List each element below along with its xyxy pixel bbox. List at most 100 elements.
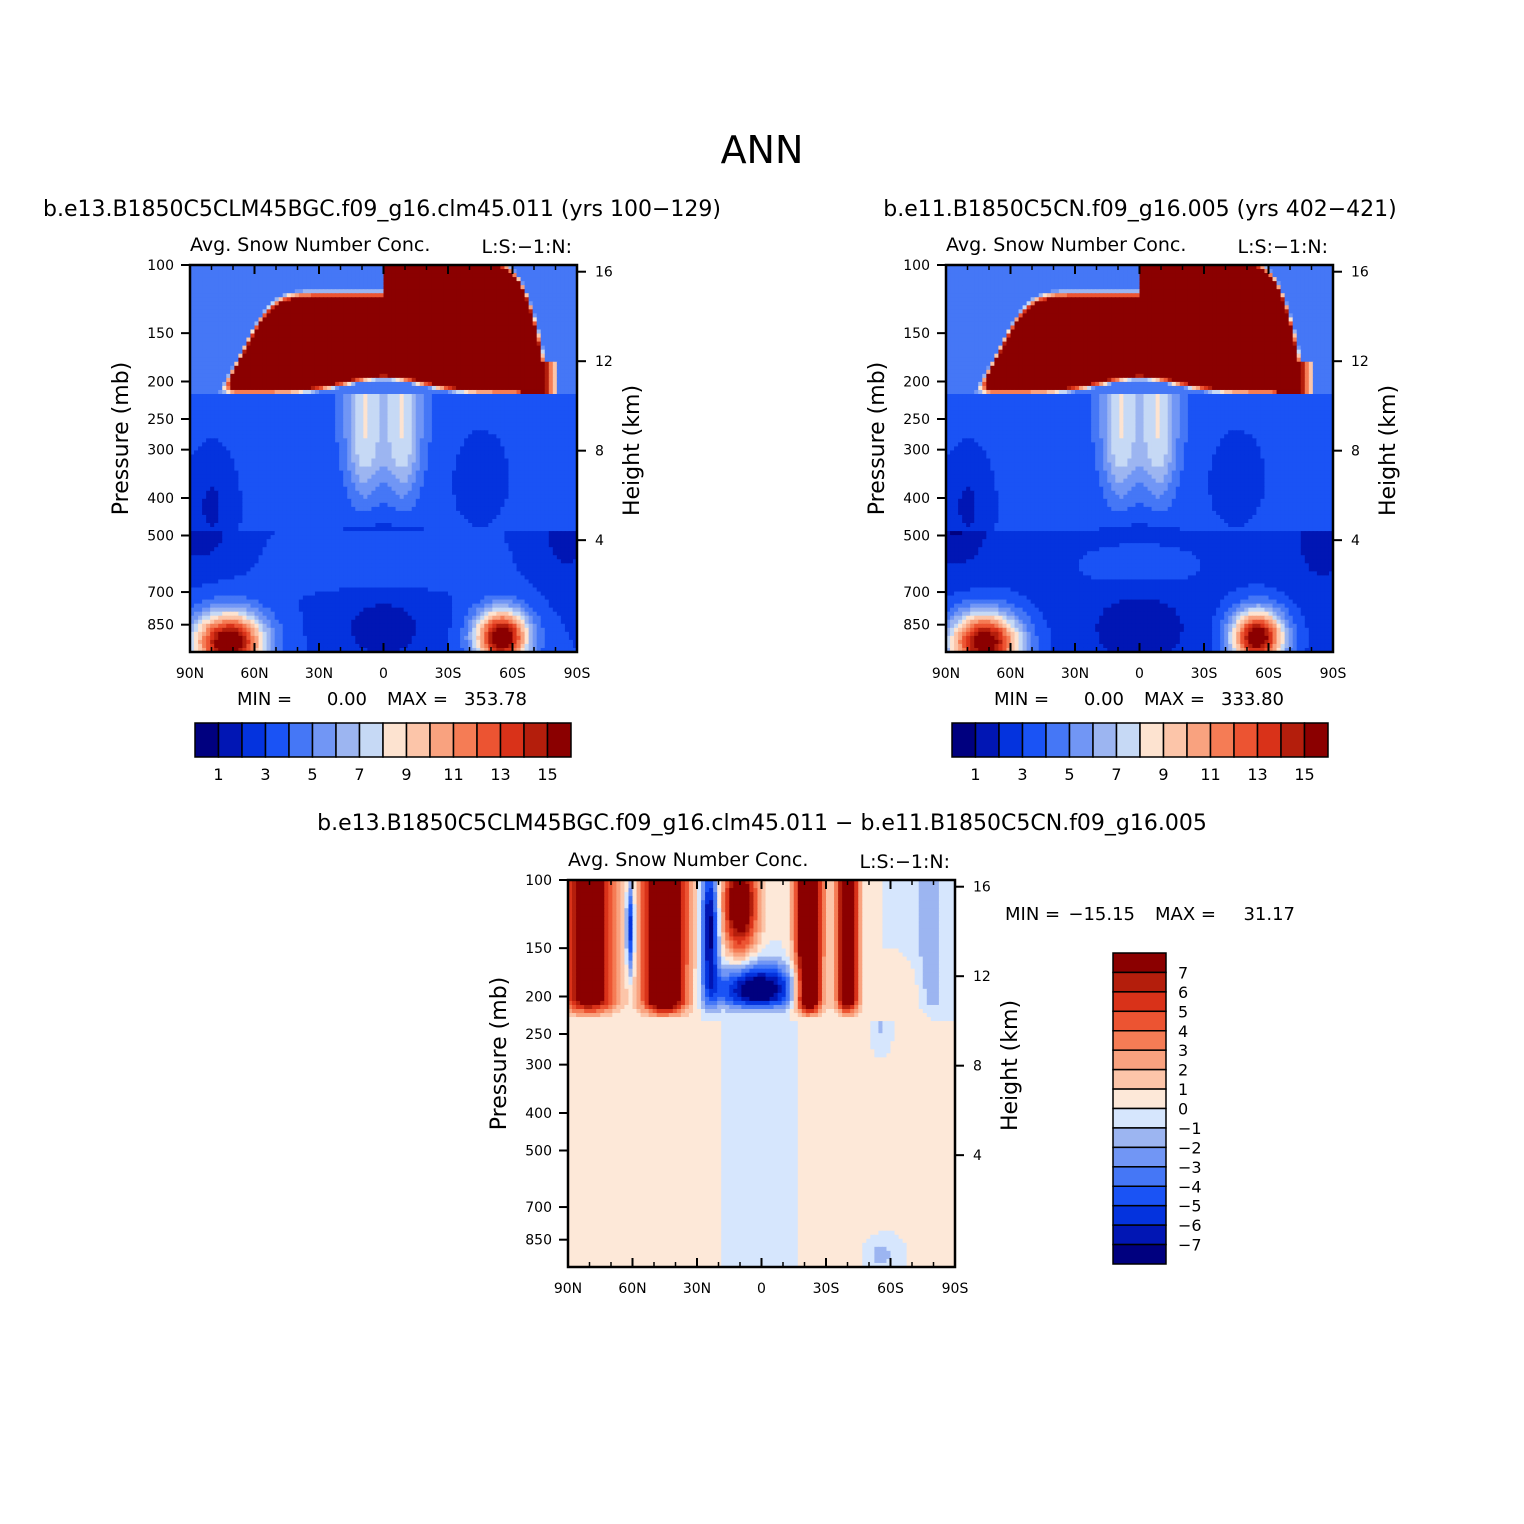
- contour-cell: [214, 297, 219, 302]
- contour-cell: [311, 330, 316, 335]
- contour-cell: [206, 297, 211, 302]
- contour-cell: [545, 350, 550, 355]
- contour-cell: [206, 394, 211, 399]
- contour-cell: [267, 354, 272, 359]
- contour-cell: [504, 309, 509, 314]
- contour-cell: [420, 390, 425, 395]
- contour-cell: [513, 325, 518, 330]
- contour-cell: [508, 358, 513, 363]
- contour-cell: [517, 366, 522, 371]
- contour-cell: [508, 289, 513, 294]
- contour-cell: [347, 269, 352, 274]
- contour-cell: [569, 273, 574, 278]
- contour-cell: [420, 277, 425, 282]
- contour-cell: [279, 394, 284, 399]
- contour-cell: [319, 293, 324, 298]
- contour-cell: [480, 285, 485, 290]
- contour-cell: [517, 342, 522, 347]
- contour-cell: [194, 382, 199, 387]
- contour-cell: [557, 338, 562, 343]
- contour-cell: [319, 281, 324, 286]
- contour-cell: [541, 330, 546, 335]
- contour-cell: [444, 358, 449, 363]
- contour-cell: [549, 313, 554, 318]
- contour-cell: [375, 354, 380, 359]
- contour-cell: [259, 398, 264, 403]
- contour-cell: [513, 382, 518, 387]
- contour-cell: [194, 325, 199, 330]
- contour-cell: [541, 374, 546, 379]
- contour-cell: [448, 374, 453, 379]
- contour-cell: [367, 289, 372, 294]
- contour-cell: [464, 325, 469, 330]
- contour-cell: [440, 330, 445, 335]
- contour-cell: [331, 334, 336, 339]
- contour-cell: [210, 321, 215, 326]
- contour-cell: [315, 313, 320, 318]
- contour-cell: [250, 289, 255, 294]
- contour-cell: [299, 293, 304, 298]
- contour-cell: [283, 281, 288, 286]
- contour-cell: [283, 277, 288, 282]
- contour-cell: [367, 305, 372, 310]
- contour-cell: [504, 374, 509, 379]
- contour-cell: [500, 390, 505, 395]
- contour-cell: [218, 386, 223, 391]
- contour-cell: [432, 350, 437, 355]
- contour-cell: [569, 313, 574, 318]
- contour-cell: [456, 321, 461, 326]
- contour-cell: [279, 338, 284, 343]
- contour-cell: [379, 334, 384, 339]
- contour-cell: [440, 342, 445, 347]
- contour-cell: [537, 269, 542, 274]
- contour-cell: [500, 382, 505, 387]
- contour-cell: [537, 277, 542, 282]
- contour-cell: [238, 374, 243, 379]
- contour-cell: [428, 354, 433, 359]
- contour-cell: [263, 325, 268, 330]
- contour-cell: [392, 386, 397, 391]
- contour-cell: [553, 301, 558, 306]
- contour-cell: [246, 317, 251, 322]
- contour-cell: [388, 378, 393, 383]
- contour-cell: [291, 313, 296, 318]
- contour-cell: [363, 305, 368, 310]
- contour-cell: [267, 382, 272, 387]
- contour-cell: [323, 297, 328, 302]
- contour-cell: [210, 366, 215, 371]
- contour-cell: [214, 330, 219, 335]
- contour-cell: [392, 273, 397, 278]
- contour-cell: [464, 285, 469, 290]
- contour-cell: [202, 342, 207, 347]
- contour-cell: [537, 273, 542, 278]
- contour-cell: [238, 281, 243, 286]
- contour-cell: [484, 334, 489, 339]
- contour-cell: [541, 289, 546, 294]
- contour-cell: [553, 305, 558, 310]
- contour-cell: [480, 301, 485, 306]
- contour-cell: [392, 317, 397, 322]
- contour-cell: [283, 398, 288, 403]
- contour-cell: [452, 325, 457, 330]
- contour-cell: [513, 398, 518, 403]
- contour-cell: [351, 350, 356, 355]
- contour-cell: [271, 305, 276, 310]
- contour-cell: [392, 330, 397, 335]
- contour-cell: [464, 297, 469, 302]
- contour-cell: [287, 330, 292, 335]
- contour-cell: [553, 394, 558, 399]
- contour-cell: [279, 321, 284, 326]
- contour-cell: [255, 281, 260, 286]
- contour-cell: [444, 370, 449, 375]
- contour-cell: [504, 370, 509, 375]
- contour-cell: [513, 293, 518, 298]
- contour-cell: [557, 394, 562, 399]
- contour-cell: [488, 382, 493, 387]
- contour-cell: [404, 350, 409, 355]
- contour-cell: [355, 382, 360, 387]
- contour-cell: [472, 338, 477, 343]
- contour-cell: [476, 382, 481, 387]
- contour-cell: [452, 366, 457, 371]
- contour-cell: [303, 273, 308, 278]
- contour-cell: [496, 374, 501, 379]
